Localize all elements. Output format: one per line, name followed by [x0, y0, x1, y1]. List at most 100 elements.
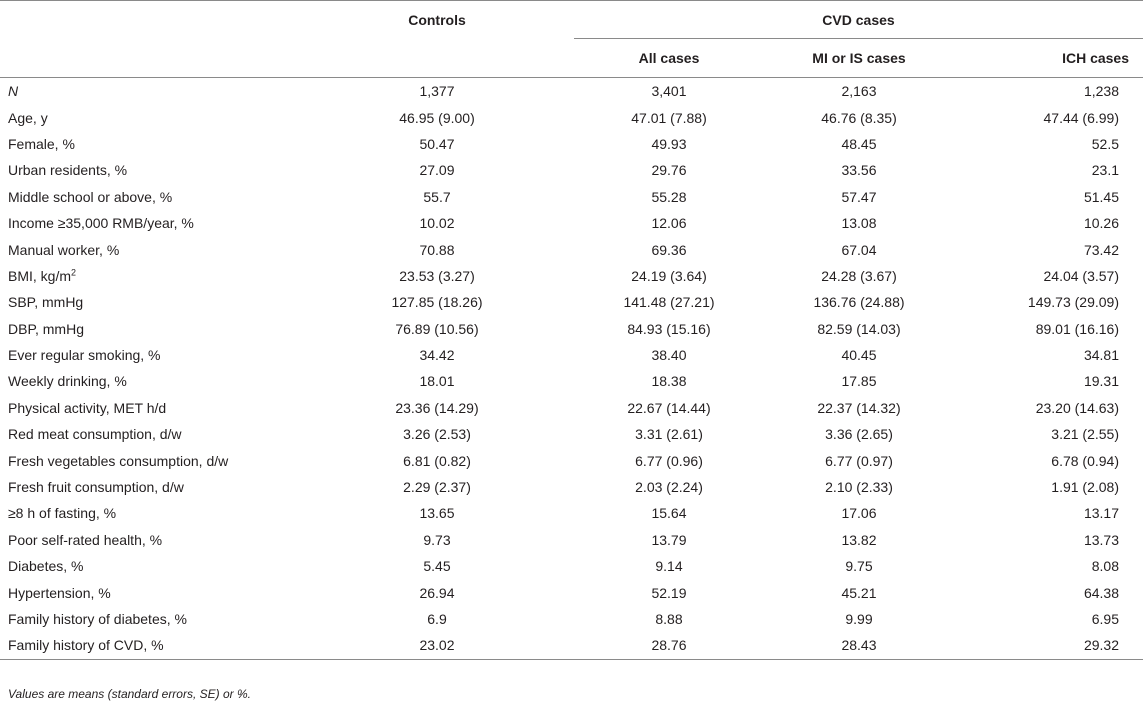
table-row: Middle school or above, % 55.7 55.28 57.… — [0, 184, 1143, 210]
table-row: Family history of diabetes, % 6.9 8.88 9… — [0, 606, 1143, 632]
table-row: Urban residents, % 27.09 29.76 33.56 23.… — [0, 157, 1143, 183]
cell-all-cases: 3,401 — [651, 83, 687, 100]
cell-controls: 50.47 — [419, 135, 455, 152]
cell-mi-is-cases: 9.99 — [845, 611, 873, 627]
row-label: Middle school or above, % — [8, 188, 173, 205]
cell-mi-is-cases: 82.59 (14.03) — [817, 320, 901, 337]
row-label: Fresh vegetables consumption, d/w — [8, 452, 229, 469]
table-row: Fresh fruit consumption, d/w 2.29 (2.37)… — [0, 474, 1143, 500]
cell-ich-cases: 29.32 — [954, 632, 1143, 660]
row-label: Diabetes, % — [8, 558, 84, 575]
cell-ich-cases: 64.38 — [1083, 584, 1119, 601]
characteristics-table-container: Controls CVD cases All cases MI or IS ca… — [0, 0, 1143, 660]
header-cvd-cases: CVD cases — [822, 11, 895, 28]
cell-all-cases: 13.79 — [651, 531, 687, 548]
header-mi-is-cases: MI or IS cases — [764, 38, 954, 78]
cell-ich-cases: 13.73 — [1083, 531, 1119, 548]
cell-ich-cases: 10.26 — [1083, 215, 1119, 232]
cell-controls: 23.02 — [300, 632, 574, 660]
cell-controls: 55.7 — [423, 188, 451, 205]
cell-controls: 76.89 (10.56) — [395, 320, 479, 337]
table-row: Red meat consumption, d/w 3.26 (2.53) 3.… — [0, 421, 1143, 447]
cell-mi-is-cases: 9.75 — [845, 558, 873, 575]
table-row: Physical activity, MET h/d 23.36 (14.29)… — [0, 395, 1143, 421]
table-row: Manual worker, % 70.88 69.36 67.04 73.42 — [0, 236, 1143, 262]
cell-controls: 23.53 (3.27) — [399, 267, 475, 284]
cell-all-cases: 8.88 — [655, 611, 683, 627]
cell-controls: 2.29 (2.37) — [403, 479, 471, 496]
cell-all-cases: 15.64 — [651, 505, 687, 522]
cell-controls: 26.94 — [419, 584, 455, 601]
table-row: Female, % 50.47 49.93 48.45 52.5 — [0, 131, 1143, 157]
cell-mi-is-cases: 57.47 — [841, 188, 877, 205]
header-all-cases: All cases — [574, 38, 764, 78]
row-label: Hypertension, % — [8, 584, 111, 601]
row-label: Weekly drinking, % — [8, 373, 127, 390]
row-label: Family history of CVD, % — [0, 632, 300, 660]
row-label: Physical activity, MET h/d — [8, 399, 167, 416]
cell-controls: 127.85 (18.26) — [391, 294, 483, 311]
cell-all-cases: 28.76 — [574, 632, 764, 660]
row-label: Ever regular smoking, % — [8, 347, 161, 364]
cell-all-cases: 24.19 (3.64) — [631, 267, 707, 284]
cell-mi-is-cases: 17.85 — [841, 373, 877, 390]
cell-ich-cases: 149.73 (29.09) — [1027, 294, 1119, 311]
cell-mi-is-cases: 48.45 — [841, 135, 877, 152]
row-label: N — [8, 83, 19, 100]
cell-controls: 3.26 (2.53) — [403, 426, 471, 443]
table-row: Family history of CVD, % 23.02 28.76 28.… — [0, 632, 1143, 660]
cell-mi-is-cases: 3.36 (2.65) — [825, 426, 893, 443]
row-label: Red meat consumption, d/w — [8, 426, 182, 443]
row-label: Age, y — [8, 109, 48, 126]
table-row: Poor self-rated health, % 9.73 13.79 13.… — [0, 527, 1143, 553]
table-row: SBP, mmHg 127.85 (18.26) 141.48 (27.21) … — [0, 289, 1143, 315]
cell-all-cases: 9.14 — [655, 558, 683, 575]
row-label: SBP, mmHg — [8, 294, 84, 311]
cell-controls: 46.95 (9.00) — [399, 109, 475, 126]
cell-ich-cases: 3.21 (2.55) — [1051, 426, 1119, 443]
cell-controls: 34.42 — [419, 347, 455, 364]
cell-mi-is-cases: 67.04 — [841, 241, 877, 258]
cell-all-cases: 22.67 (14.44) — [627, 399, 711, 416]
cell-ich-cases: 47.44 (6.99) — [1043, 109, 1120, 126]
cell-all-cases: 12.06 — [651, 215, 687, 232]
cell-all-cases: 47.01 (7.88) — [631, 109, 707, 126]
cell-controls: 23.36 (14.29) — [395, 399, 479, 416]
row-label: Income ≥35,000 RMB/year, % — [8, 215, 194, 232]
table-row: Age, y 46.95 (9.00) 47.01 (7.88) 46.76 (… — [0, 104, 1143, 130]
cell-ich-cases: 13.17 — [1083, 505, 1119, 522]
cell-mi-is-cases: 45.21 — [841, 584, 877, 601]
cell-controls: 18.01 — [419, 373, 455, 390]
cell-all-cases: 55.28 — [651, 188, 687, 205]
cell-mi-is-cases: 6.77 (0.97) — [825, 452, 893, 469]
cell-ich-cases: 52.5 — [1091, 135, 1119, 152]
cell-all-cases: 18.38 — [651, 373, 687, 390]
cell-mi-is-cases: 17.06 — [841, 505, 877, 522]
cell-ich-cases: 73.42 — [1083, 241, 1119, 258]
cell-mi-is-cases: 33.56 — [841, 162, 877, 179]
cell-all-cases: 2.03 (2.24) — [635, 479, 703, 496]
row-label-superscript: 2 — [71, 267, 77, 278]
cell-all-cases: 29.76 — [651, 162, 687, 179]
cell-controls: 9.73 — [423, 531, 451, 548]
row-label: Fresh fruit consumption, d/w — [8, 479, 184, 496]
cell-mi-is-cases: 22.37 (14.32) — [817, 399, 901, 416]
cell-controls: 6.81 (0.82) — [403, 452, 471, 469]
cell-mi-is-cases: 46.76 (8.35) — [821, 109, 897, 126]
table-row: Weekly drinking, % 18.01 18.38 17.85 19.… — [0, 368, 1143, 394]
cell-mi-is-cases: 136.76 (24.88) — [813, 294, 905, 311]
cell-mi-is-cases: 2.10 (2.33) — [825, 479, 893, 496]
cell-ich-cases: 19.31 — [1083, 373, 1119, 390]
cell-ich-cases: 1.91 (2.08) — [1051, 479, 1119, 496]
cell-all-cases: 52.19 — [651, 584, 687, 601]
row-label: ≥8 h of fasting, % — [8, 505, 117, 522]
cell-mi-is-cases: 13.08 — [841, 215, 877, 232]
row-label: Family history of diabetes, % — [8, 611, 187, 627]
row-label: Female, % — [8, 135, 75, 152]
cell-ich-cases: 51.45 — [1083, 188, 1119, 205]
cell-ich-cases: 6.95 — [1091, 611, 1119, 627]
cell-ich-cases: 8.08 — [1091, 558, 1119, 575]
cell-ich-cases: 24.04 (3.57) — [1043, 267, 1120, 284]
row-label: Poor self-rated health, % — [8, 531, 163, 548]
table-row: Diabetes, % 5.45 9.14 9.75 8.08 — [0, 553, 1143, 579]
